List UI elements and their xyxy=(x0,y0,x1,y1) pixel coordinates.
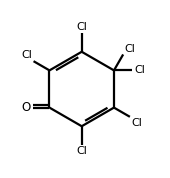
Text: O: O xyxy=(21,101,31,114)
Text: Cl: Cl xyxy=(21,50,32,60)
Text: Cl: Cl xyxy=(76,22,87,32)
Text: Cl: Cl xyxy=(124,44,135,54)
Text: Cl: Cl xyxy=(76,146,87,156)
Text: Cl: Cl xyxy=(134,65,145,75)
Text: Cl: Cl xyxy=(132,118,142,128)
